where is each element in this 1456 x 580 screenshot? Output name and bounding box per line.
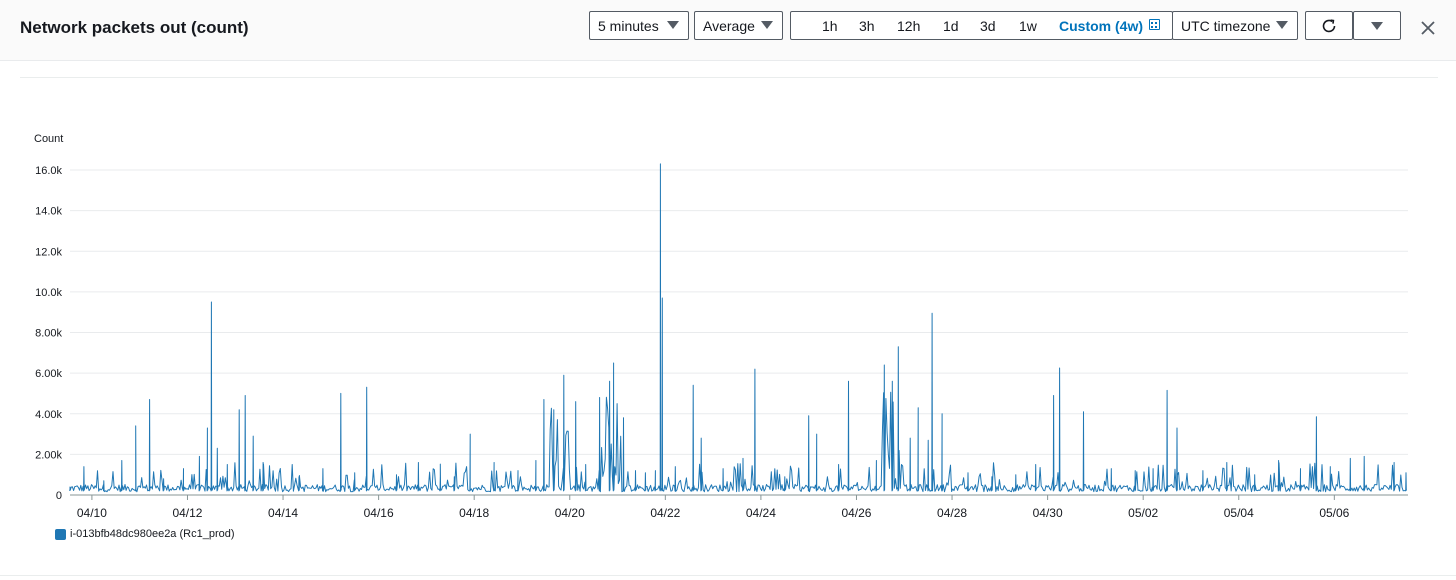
x-tick-label: 05/02: [1128, 506, 1158, 520]
time-range-group: 1h 3h 12h 1d 3d 1w Custom (4w): [790, 11, 1173, 40]
y-tick-label: 12.0k: [35, 246, 62, 258]
header-divider: [20, 77, 1438, 78]
legend-swatch: [55, 528, 66, 540]
y-tick-label: 10.0k: [35, 287, 62, 299]
refresh-options-button[interactable]: [1353, 11, 1401, 40]
y-tick-label: 8.00k: [35, 328, 62, 340]
range-3h-button[interactable]: 3h: [859, 18, 875, 34]
x-tick-label: 04/30: [1033, 506, 1063, 520]
range-1d-button[interactable]: 1d: [943, 18, 959, 34]
timezone-select-value: UTC timezone: [1181, 17, 1271, 34]
x-tick-label: 04/10: [77, 506, 107, 520]
legend-label: i-013bfb48dc980ee2a (Rc1_prod): [70, 528, 235, 540]
series-layer: [69, 163, 1408, 493]
widget-title: Network packets out (count): [20, 18, 249, 37]
y-tick-label: 0: [56, 490, 62, 502]
legend-item[interactable]: i-013bfb48dc980ee2a (Rc1_prod): [55, 528, 235, 540]
caret-down-icon: [667, 21, 679, 29]
caret-down-icon: [1276, 21, 1288, 29]
y-tick-label: 14.0k: [35, 206, 62, 218]
x-tick-label: 05/06: [1319, 506, 1349, 520]
x-tick-label: 04/28: [937, 506, 967, 520]
x-tick-label: 04/12: [172, 506, 202, 520]
x-tick-label: 04/22: [650, 506, 680, 520]
y-axis: 0 2.00k 4.00k 6.00k 8.00k 10.0k 12.0k 14.0k 16.0…: [35, 165, 62, 502]
period-select-value: 5 minutes: [598, 17, 659, 34]
series-line: [69, 163, 1408, 493]
x-tick-label: 04/18: [459, 506, 489, 520]
range-custom-button[interactable]: Custom (4w): [1059, 18, 1143, 34]
y-tick-label: 2.00k: [35, 449, 62, 461]
x-tick-label: 04/26: [841, 506, 871, 520]
refresh-icon: [1322, 18, 1336, 32]
caret-down-icon: [1371, 21, 1383, 30]
close-icon[interactable]: [1420, 20, 1436, 36]
timezone-select[interactable]: UTC timezone: [1172, 11, 1298, 40]
range-1w-button[interactable]: 1w: [1019, 18, 1037, 34]
x-tick-label: 04/24: [746, 506, 776, 520]
y-axis-label: Count: [34, 133, 63, 145]
widget-bottom-border: [0, 575, 1456, 576]
x-tick-label: 04/14: [268, 506, 298, 520]
range-1h-button[interactable]: 1h: [822, 18, 838, 34]
refresh-button[interactable]: [1305, 11, 1353, 40]
widget-header: Network packets out (count) 5 minutes Av…: [0, 0, 1456, 61]
range-3d-button[interactable]: 3d: [980, 18, 996, 34]
range-12h-button[interactable]: 12h: [897, 18, 921, 34]
x-axis: 04/10 04/12 04/14 04/16 04/18 04/20 04/22 04/24…: [77, 495, 1350, 520]
calendar-icon[interactable]: [1149, 19, 1160, 30]
y-tick-label: 6.00k: [35, 368, 62, 380]
statistic-select[interactable]: Average: [694, 11, 783, 40]
x-tick-label: 04/20: [555, 506, 585, 520]
x-tick-label: 05/04: [1224, 506, 1254, 520]
period-select[interactable]: 5 minutes: [589, 11, 689, 40]
x-tick-label: 04/16: [364, 506, 394, 520]
grid-layer: [70, 169, 1408, 496]
y-tick-label: 4.00k: [35, 409, 62, 421]
y-tick-label: 16.0k: [35, 165, 62, 177]
statistic-select-value: Average: [703, 17, 755, 34]
caret-down-icon: [761, 21, 773, 29]
